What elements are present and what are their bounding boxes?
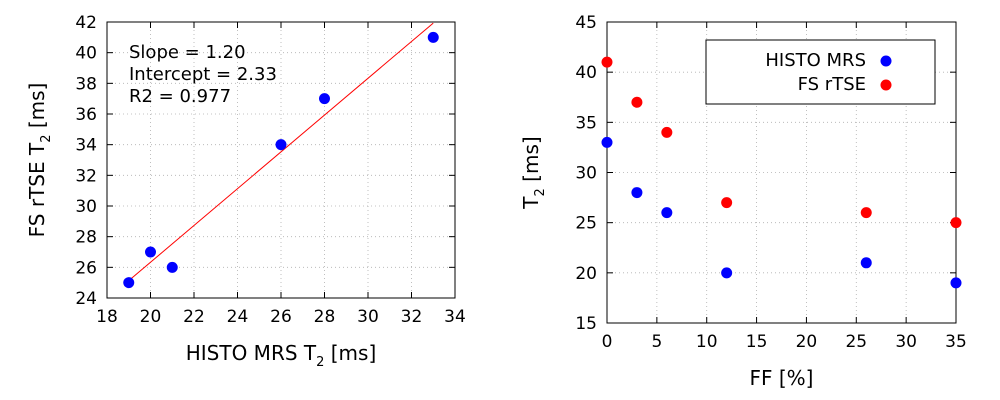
y-axis-unit: [ms] bbox=[519, 136, 543, 188]
x-tick-label: 20 bbox=[140, 307, 162, 327]
y-axis-subscript: 2 bbox=[533, 188, 548, 196]
x-tick-label: 0 bbox=[602, 332, 613, 352]
data-point-series-1 bbox=[275, 139, 287, 151]
data-point-series-1 bbox=[145, 246, 156, 258]
data-point-series-1 bbox=[661, 207, 673, 219]
data-point-series-2 bbox=[631, 96, 643, 108]
data-point-series-2 bbox=[661, 126, 673, 138]
x-tick-label: 18 bbox=[96, 307, 118, 327]
y-tick-label: 42 bbox=[75, 13, 97, 33]
x-tick-label: 25 bbox=[845, 332, 867, 352]
x-tick-label: 22 bbox=[183, 307, 205, 327]
data-point-series-1 bbox=[950, 277, 962, 289]
x-tick-label: 28 bbox=[314, 307, 336, 327]
data-point-series-1 bbox=[601, 136, 613, 148]
data-point-series-1 bbox=[860, 257, 872, 269]
data-point-series-2 bbox=[721, 197, 733, 209]
y-tick-label: 30 bbox=[575, 164, 597, 184]
data-point-series-1 bbox=[166, 261, 178, 273]
chart-1: 18 20 22 24 26 28 30 32 3424262830323436384042HI… bbox=[25, 13, 466, 370]
y-tick-label: 26 bbox=[75, 258, 97, 278]
data-point-series-2 bbox=[601, 56, 613, 68]
data-point-series-1 bbox=[631, 187, 643, 199]
legend-box bbox=[705, 39, 936, 105]
data-point-series-1 bbox=[721, 267, 733, 279]
legend-marker bbox=[880, 79, 892, 91]
y-tick-label: 45 bbox=[575, 13, 597, 33]
x-axis-title: FF [%] bbox=[750, 366, 814, 390]
y-axis-subscript: 2 bbox=[39, 135, 54, 143]
x-tick-label: 5 bbox=[651, 332, 662, 352]
chart-2: 0 5 10 15 20 25 30 35 15 20 25 30 35 40 45 FF [%] T2 [ms… bbox=[519, 13, 967, 390]
y-tick-label: 30 bbox=[75, 197, 97, 217]
y-tick-label: 24 bbox=[75, 289, 97, 309]
y-tick-label: 36 bbox=[75, 105, 97, 125]
x-axis-unit: [ms] bbox=[324, 341, 376, 365]
legend-label: FS rTSE bbox=[798, 74, 866, 95]
y-tick-label: 20 bbox=[575, 264, 597, 284]
y-axis-title: FS rTSE T2 [ms] bbox=[25, 83, 54, 238]
x-tick-label: 26 bbox=[270, 307, 292, 327]
annotation-text: Slope = 1.20 bbox=[129, 42, 246, 63]
data-point-series-2 bbox=[950, 217, 962, 229]
y-tick-label: 15 bbox=[575, 314, 597, 334]
plot-frame bbox=[106, 21, 456, 299]
data-point-series-1 bbox=[319, 93, 330, 105]
x-tick-label: 30 bbox=[357, 307, 379, 327]
x-tick-label: 32 bbox=[401, 307, 423, 327]
x-tick-label: 10 bbox=[696, 332, 718, 352]
y-axis-unit: [ms] bbox=[25, 83, 49, 135]
legend-label: HISTO MRS bbox=[765, 50, 866, 71]
legend-marker bbox=[880, 55, 892, 67]
y-tick-label: 35 bbox=[575, 113, 597, 133]
y-tick-label: 40 bbox=[75, 44, 97, 64]
y-tick-label: 32 bbox=[75, 166, 97, 186]
x-tick-label: 24 bbox=[227, 307, 249, 327]
annotation-text: Intercept = 2.33 bbox=[129, 64, 277, 85]
fit-line bbox=[128, 22, 434, 282]
y-tick-label: 40 bbox=[575, 63, 597, 83]
x-tick-label: 35 bbox=[945, 332, 967, 352]
data-point-series-2 bbox=[860, 207, 872, 219]
x-tick-label: 15 bbox=[746, 332, 768, 352]
y-tick-label: 38 bbox=[75, 74, 97, 94]
x-tick-label: 34 bbox=[444, 307, 466, 327]
plot-frame bbox=[606, 21, 957, 324]
x-tick-label: 30 bbox=[895, 332, 917, 352]
annotation-text: R2 = 0.977 bbox=[129, 86, 231, 107]
x-axis-title: HISTO MRS T2 [ms] bbox=[186, 341, 377, 370]
y-tick-label: 25 bbox=[575, 214, 597, 234]
data-point-series-1 bbox=[123, 277, 135, 289]
x-axis-subscript: 2 bbox=[316, 355, 324, 370]
y-tick-label: 34 bbox=[75, 136, 97, 156]
x-tick-label: 20 bbox=[796, 332, 818, 352]
y-axis-title: T2 [ms] bbox=[519, 136, 548, 209]
y-tick-label: 28 bbox=[75, 228, 97, 248]
data-point-series-1 bbox=[427, 31, 439, 43]
